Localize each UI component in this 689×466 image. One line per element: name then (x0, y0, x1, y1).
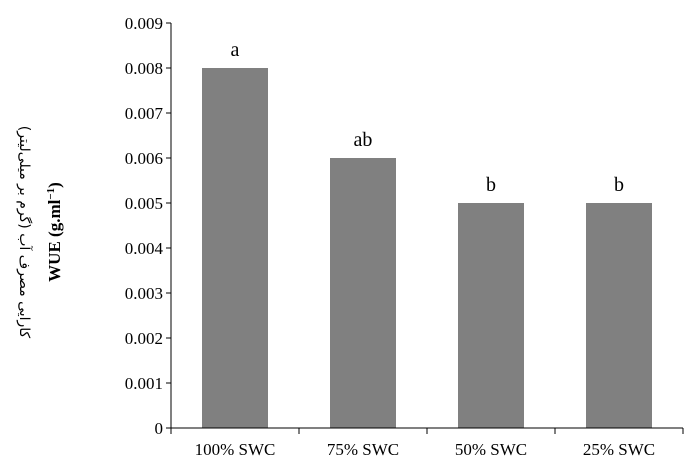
data-labels: a ab b b (231, 39, 624, 196)
y-axis-ticks: 0 0.001 0.002 0.003 0.004 0.005 0.006 0.007 0.00… (125, 14, 171, 438)
y-axis-title: کارایی مصرف آب (گرم بر میلی‌لیتر) WUE (g… (16, 126, 64, 339)
y-tick-label: 0.002 (125, 329, 163, 348)
x-tick-label: 75% SWC (327, 440, 399, 459)
y-tick-label: 0.001 (125, 374, 163, 393)
axes (170, 23, 683, 429)
bar-data-label: a (231, 39, 240, 61)
y-axis-label-persian: کارایی مصرف آب (گرم بر میلی‌لیتر) (16, 126, 33, 339)
x-tick-label: 25% SWC (583, 440, 655, 459)
y-tick-label: 0.009 (125, 14, 163, 33)
y-tick-label: 0.006 (125, 149, 163, 168)
x-axis-ticks: 100% SWC 75% SWC 50% SWC 25% SWC (170, 428, 684, 459)
y-tick-label: 0 (155, 419, 164, 438)
x-tick-label: 100% SWC (195, 440, 276, 459)
y-tick-label: 0.008 (125, 59, 163, 78)
y-axis-label-text: WUE (g.ml (45, 199, 64, 281)
bar-data-label: b (614, 174, 624, 196)
bar (458, 203, 524, 428)
y-tick-label: 0.005 (125, 194, 163, 213)
bar (202, 68, 268, 428)
bars (202, 68, 652, 428)
y-tick-label: 0.004 (125, 239, 164, 258)
bar-data-label: b (486, 174, 496, 196)
y-tick-label: 0.003 (125, 284, 163, 303)
bar-data-label: ab (354, 129, 373, 151)
bar (586, 203, 652, 428)
x-tick-label: 50% SWC (455, 440, 527, 459)
y-tick-label: 0.007 (125, 104, 164, 123)
y-axis-label-close: ) (45, 182, 64, 188)
y-axis-label-english: WUE (g.ml−1) (45, 182, 64, 282)
bar (330, 158, 396, 428)
y-axis-label-exponent: −1 (45, 188, 57, 200)
